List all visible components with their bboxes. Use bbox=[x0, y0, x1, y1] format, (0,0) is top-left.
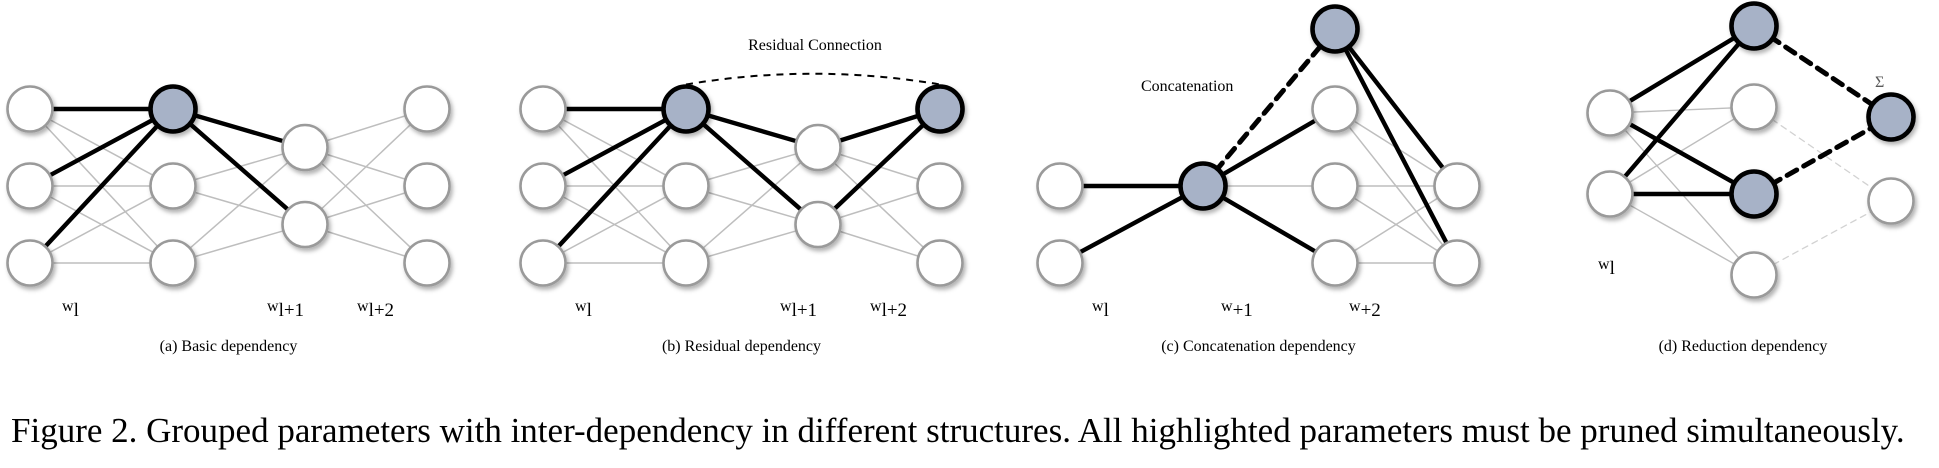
svg-text:(b) Residual dependency: (b) Residual dependency bbox=[662, 338, 821, 355]
svg-text:(d) Reduction dependency: (d) Reduction dependency bbox=[1659, 338, 1828, 355]
svg-text:(c) Concatenation dependency: (c) Concatenation dependency bbox=[1161, 338, 1356, 355]
svg-text:Figure 2. Grouped parameters w: Figure 2. Grouped parameters with inter-… bbox=[11, 411, 1905, 450]
svg-text:(a) Basic dependency: (a) Basic dependency bbox=[160, 338, 298, 355]
svg-text:Σ: Σ bbox=[1875, 74, 1884, 91]
svg-text:Concatenation: Concatenation bbox=[1141, 78, 1233, 95]
svg-text:Residual Connection: Residual Connection bbox=[748, 37, 882, 54]
